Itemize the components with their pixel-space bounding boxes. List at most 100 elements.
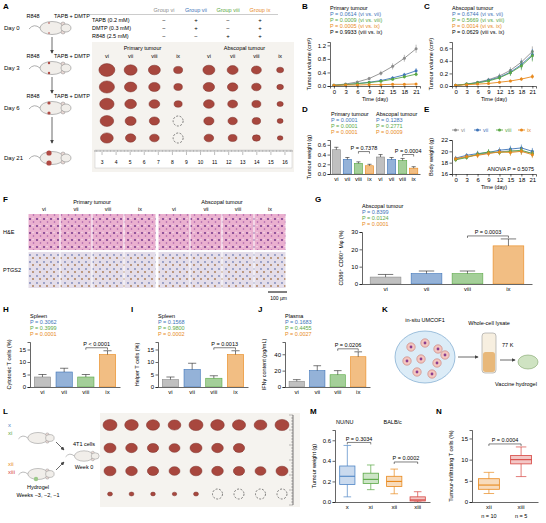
ruler-tick [158, 150, 159, 155]
tumour [149, 100, 160, 109]
y-axis: 051015 [19, 343, 30, 391]
group-label: x [8, 422, 11, 428]
whisker-cap [484, 472, 494, 473]
tick: ix [411, 176, 415, 182]
tick-label: vii [314, 389, 320, 395]
box [478, 479, 499, 490]
median [478, 485, 499, 486]
nucleus [420, 358, 423, 361]
whisker [488, 489, 489, 493]
cell [413, 368, 421, 376]
tick-label: viii [82, 389, 89, 395]
day-label: Day 6 [4, 105, 20, 111]
bracket [86, 348, 108, 350]
tick-label: 21 [530, 89, 537, 95]
ruler-tick [234, 150, 235, 152]
marker [454, 84, 457, 86]
error-bar [38, 375, 46, 378]
product-label: Vaccine hydrogel [495, 381, 537, 387]
tick-label: 0.4 [323, 458, 332, 464]
tick-label: viii [464, 286, 471, 292]
plot-area [370, 239, 524, 284]
tick: 0.4 [318, 70, 330, 76]
error-bar [345, 84, 346, 86]
tick-label: 0.6 [440, 46, 449, 52]
tumour [147, 443, 158, 452]
ruler-tick [169, 150, 170, 152]
ruler-tick [291, 442, 293, 443]
error-bar [389, 157, 393, 159]
tick-label: 18 [441, 160, 448, 166]
tick-mark [532, 86, 533, 89]
tick: vi [295, 389, 299, 395]
ruler-tick [268, 150, 269, 152]
tick-label: viii [399, 176, 406, 182]
error-bar [499, 149, 500, 155]
tumour [125, 420, 139, 431]
ruler-tick [141, 150, 142, 152]
tick-label: 0.6 [323, 438, 332, 444]
panel-l: LxxixiixiiiHydrogelWeeks −3, −2, −14T1 c… [3, 407, 300, 507]
error-bar [166, 377, 174, 380]
column-head: Group viii [216, 7, 239, 13]
ruler-tick [149, 150, 150, 152]
tick: xiii [518, 504, 525, 510]
mouse-body [28, 468, 48, 479]
legend-marker [476, 129, 479, 132]
whisker [521, 447, 522, 455]
ruler-tick [145, 150, 146, 152]
day-label: Day 3 [4, 65, 20, 71]
marker [531, 75, 534, 78]
plot-area [34, 351, 115, 387]
tick-label: vii [424, 286, 430, 292]
bracket [403, 154, 414, 156]
tick-label: 12 [497, 89, 504, 95]
tumour [204, 134, 214, 142]
tick-label: 9 [487, 177, 491, 183]
tick-label: 1.2 [318, 43, 327, 49]
bar [354, 163, 362, 174]
column-head: ix [278, 53, 282, 59]
tick-mark [450, 163, 453, 164]
ruler-tick [262, 150, 263, 152]
bar [206, 378, 222, 387]
mouse-body [40, 22, 64, 35]
annotation: P = 0.0629 (viii vs. ix) [452, 29, 504, 35]
tick-mark [489, 86, 490, 89]
error-bar [419, 271, 434, 274]
tick: viii [82, 389, 89, 395]
tumour [252, 135, 260, 141]
tick: 0 [151, 384, 158, 390]
cell: − [194, 33, 198, 39]
column-head: vii [128, 53, 133, 59]
tick: 18 [402, 86, 409, 95]
error-bar [380, 79, 381, 82]
tick: 0 [465, 499, 472, 505]
tumour [252, 83, 262, 91]
tick-label: 0 [454, 177, 458, 183]
axis-line [453, 175, 537, 177]
whisker [370, 483, 371, 489]
bar [330, 375, 345, 387]
ruler-tick [251, 150, 252, 152]
micrograph [191, 252, 222, 288]
micrograph [125, 214, 156, 250]
panel-f: FPrimary tumourviviiviiiixAbscopal tumou… [3, 195, 287, 301]
error-bar [532, 74, 533, 79]
whisker-cap [414, 491, 422, 492]
ruler-tick [114, 150, 115, 152]
ruler-tick [201, 150, 202, 152]
tick: 9 [487, 86, 491, 95]
ruler-tick [192, 150, 193, 152]
error-bar [401, 158, 405, 160]
bar [376, 157, 384, 174]
legend-item: ix [518, 127, 531, 133]
cell: + [258, 25, 262, 31]
ruler-tick [110, 150, 111, 152]
ruler-tick [291, 484, 293, 485]
bar [343, 159, 351, 174]
cell: − [226, 25, 230, 31]
tumour [46, 150, 51, 155]
ruler-tick [187, 150, 188, 152]
chart-i: I051015viviiviiiixHelper T cells (%)Sple… [131, 305, 249, 395]
